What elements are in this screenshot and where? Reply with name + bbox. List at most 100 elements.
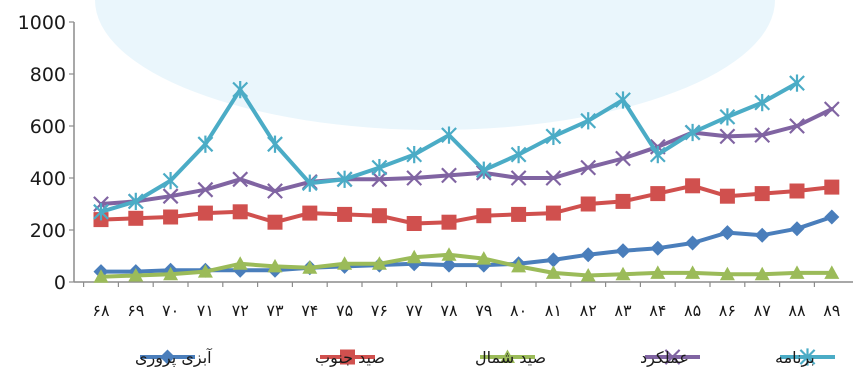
x-tick-label: ۸۰: [510, 301, 527, 320]
data-point: [824, 179, 840, 195]
data-point: [754, 93, 771, 112]
data-point-stroke: [664, 349, 681, 365]
data-point: [441, 214, 457, 230]
data-point: [197, 264, 213, 278]
series-line: [99, 183, 834, 226]
data-point-stroke: [162, 188, 179, 205]
x-tick-label: ۷۴: [301, 301, 318, 320]
data-point: [406, 249, 422, 264]
data-point: [650, 186, 666, 202]
data-point: [232, 256, 248, 270]
data-point: [754, 186, 770, 202]
data-point: [719, 188, 735, 204]
x-tick-label: ۷۸: [440, 301, 458, 320]
data-point-stroke: [719, 128, 736, 145]
legend-entry: صید جنوب: [315, 348, 385, 368]
x-tick-label: ۸۸: [788, 301, 806, 320]
series-line: [99, 215, 834, 274]
x-tick-label: ۷۱: [197, 301, 214, 320]
legend: برنامه عملکرد صید شمال صید جنوب آبزی پروری: [135, 348, 835, 368]
data-point: [267, 214, 283, 230]
background-arc: [95, 0, 775, 130]
x-tick-label: ۷۹: [475, 301, 492, 320]
data-point: [160, 349, 175, 365]
data-point: [719, 128, 736, 145]
series: [93, 74, 805, 221]
data-point: [615, 266, 631, 281]
data-point: [336, 170, 353, 188]
data-point-stroke: [615, 150, 631, 167]
data-point: [475, 161, 492, 179]
legend-entry: برنامه: [775, 348, 835, 368]
y-tick-label: 1000: [18, 12, 66, 34]
data-point-stroke: [823, 101, 840, 118]
y-tick-label: 200: [30, 220, 66, 242]
x-tick-label: ۸۹: [823, 301, 840, 320]
data-point: [545, 170, 562, 186]
data-point: [510, 170, 527, 186]
data-point: [302, 260, 318, 274]
data-point: [685, 265, 701, 279]
data-point: [441, 257, 457, 273]
data-point: [197, 181, 214, 198]
legend-entry: صید شمال: [475, 348, 546, 367]
data-point: [789, 74, 805, 92]
data-point: [511, 258, 527, 273]
data-point-stroke: [197, 181, 214, 198]
data-point-stroke: [267, 183, 283, 199]
data-point: [580, 247, 596, 263]
data-point: [301, 174, 318, 192]
data-point: [441, 247, 457, 261]
legend-entry: عملکرد: [640, 348, 700, 368]
background-arc-shape: [95, 0, 775, 130]
data-point: [267, 135, 283, 153]
x-tick-label: ۷۰: [162, 301, 179, 320]
series: [93, 178, 840, 231]
data-point: [799, 348, 816, 366]
data-point: [371, 171, 388, 188]
data-point: [197, 205, 213, 221]
series: [93, 247, 840, 283]
legend-label: برنامه: [775, 348, 815, 368]
x-tick-label: ۸۵: [684, 301, 701, 320]
data-point-stroke: [545, 170, 562, 186]
data-point: [510, 145, 527, 164]
y-tick-label: 800: [30, 64, 66, 86]
data-point: [545, 252, 561, 268]
series-line: [99, 107, 834, 206]
data-point: [232, 80, 249, 99]
data-point: [580, 112, 597, 130]
data-point: [650, 240, 666, 256]
data-point: [580, 268, 596, 282]
x-tick-label: ۸۶: [719, 301, 736, 320]
data-point: [754, 266, 770, 281]
data-point: [545, 127, 562, 146]
data-point: [441, 167, 457, 184]
y-tick-label: 400: [30, 168, 66, 190]
data-point: [824, 265, 840, 279]
data-point: [719, 266, 735, 281]
series-layer: [93, 74, 840, 283]
data-point: [267, 258, 283, 273]
legend-label: صید شمال: [475, 348, 546, 367]
data-point: [545, 265, 561, 279]
data-point: [197, 135, 214, 153]
data-point: [337, 206, 353, 222]
data-point: [789, 183, 805, 199]
data-point: [754, 227, 770, 243]
data-point: [719, 108, 736, 126]
data-point-stroke: [510, 170, 527, 186]
data-point: [163, 209, 179, 225]
data-point-stroke: [406, 170, 423, 186]
data-point: [719, 225, 735, 241]
x-tick-label: ۸۷: [754, 301, 772, 320]
x-tick-labels: ۶۸ ۶۹ ۷۰ ۷۱ ۷۲ ۷۳ ۷۴ ۷۵ ۷۶ ۷۷ ۷۸ ۷۹ ۸۰ ۸۱ ۸۲ ۸۳ ۸۴ ۸۵ ۸۶ ۸۷…: [92, 301, 840, 320]
x-tick-label: ۷۳: [266, 301, 284, 320]
x-tick-label: ۶۸: [92, 301, 110, 320]
data-point: [406, 216, 422, 231]
x-tick-label: ۷۲: [232, 301, 249, 320]
data-point: [371, 158, 388, 177]
data-point: [615, 150, 631, 167]
data-point: [754, 127, 771, 144]
